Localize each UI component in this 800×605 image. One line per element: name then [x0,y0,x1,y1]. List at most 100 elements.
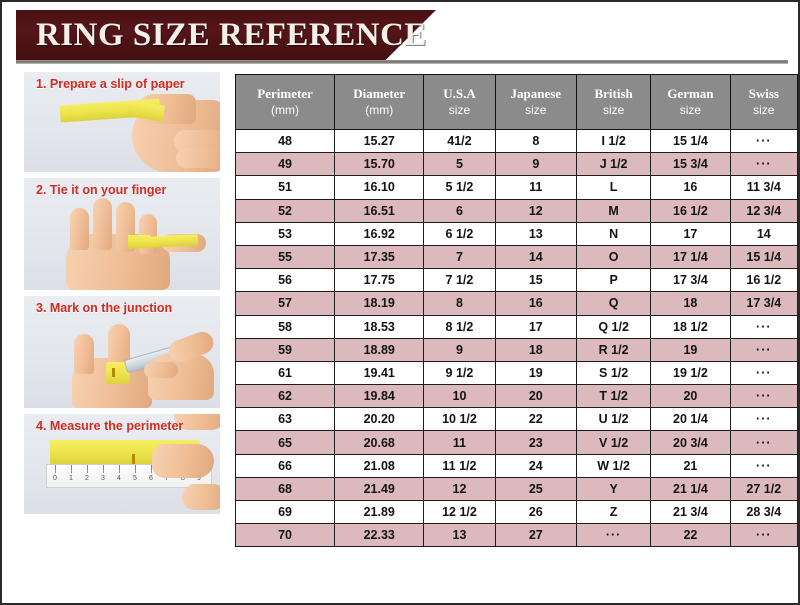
cell-german: 15 3/4 [650,152,731,177]
column-header-name: Perimeter [257,86,313,102]
cell-usa: 7 [423,244,496,270]
cell-diameter: 16.51 [334,198,425,223]
cell-perimeter: 49 [234,152,336,177]
table-row: 55 17.35 7 14 O 17 1/4 15 1/4 [234,244,798,270]
cell-usa: 5 [423,152,496,177]
cell-japanese: 15 [494,268,577,293]
column-header-unit: size [679,102,702,117]
cell-german: 18 1/2 [650,314,731,339]
cell-british: S 1/2 [575,360,652,386]
instruction-step-4: 4. Measure the perimeter 0 [24,414,220,514]
cell-swiss: ··· [729,360,798,386]
cell-british: L [575,175,652,200]
step-4-photo: 0 1 2 3 4 5 6 7 8 9 [24,414,220,514]
cell-diameter: 20.68 [334,430,425,455]
cell-diameter: 15.27 [334,128,425,154]
cell-swiss: ··· [729,523,798,548]
column-header-british: British size [575,74,652,130]
cell-british: Q [575,291,652,316]
table-row: 66 21.08 11 1/2 24 W 1/2 21 ··· [234,453,798,478]
ruler-number: 5 [133,475,137,482]
table-row: 57 18.19 8 16 Q 18 17 3/4 [234,291,798,316]
cell-perimeter: 58 [234,314,336,339]
column-header-perimeter: Perimeter (mm) [234,74,336,130]
cell-swiss: 17 3/4 [729,291,798,316]
table-row: 61 19.41 9 1/2 19 S 1/2 19 1/2 ··· [234,360,798,386]
cell-swiss: ··· [729,314,798,339]
cell-japanese: 17 [494,314,577,339]
cell-diameter: 19.41 [334,360,425,386]
cell-british: N [575,221,652,246]
cell-usa: 10 [423,384,496,409]
cell-perimeter: 68 [234,476,336,502]
cell-usa: 8 1/2 [423,314,496,339]
column-header-diameter: Diameter (mm) [334,74,425,130]
cell-japanese: 19 [494,360,577,386]
ruler-number: 8 [181,475,185,482]
cell-swiss: ··· [729,128,798,154]
cell-swiss: 28 3/4 [729,499,798,525]
table-row: 53 16.92 6 1/2 13 N 17 14 [234,221,798,246]
ruler-number: 6 [149,475,153,482]
cell-usa: 9 [423,337,496,362]
table-row: 58 18.53 8 1/2 17 Q 1/2 18 1/2 ··· [234,314,798,339]
cell-perimeter: 56 [234,268,336,293]
ring-size-table: Perimeter (mm) Diameter (mm) U.S.A size … [234,74,798,548]
cell-perimeter: 51 [234,175,336,200]
cell-diameter: 18.53 [334,314,425,339]
cell-diameter: 16.92 [334,221,425,246]
cell-usa: 11 [423,430,496,455]
table-row: 49 15.70 5 9 J 1/2 15 3/4 ··· [234,152,798,177]
instruction-step-2: 2. Tie it on your finger [24,178,220,290]
cell-diameter: 17.35 [334,244,425,270]
column-header-swiss: Swiss size [729,74,798,130]
column-header-name: U.S.A [443,86,476,102]
cell-german: 17 [650,221,731,246]
cell-british: R 1/2 [575,337,652,362]
cell-perimeter: 48 [234,128,336,154]
column-header-usa: U.S.A size [423,74,496,130]
cell-swiss: ··· [729,453,798,478]
cell-perimeter: 70 [234,523,336,548]
cell-usa: 5 1/2 [423,175,496,200]
ruler-number: 2 [85,475,89,482]
cell-german: 21 3/4 [650,499,731,525]
cell-swiss: ··· [729,152,798,177]
cell-diameter: 18.89 [334,337,425,362]
cell-british: Z [575,499,652,525]
cell-diameter: 19.84 [334,384,425,409]
cell-swiss: ··· [729,337,798,362]
cell-german: 16 [650,175,731,200]
cell-japanese: 22 [494,407,577,432]
header-banner: RING SIZE REFERENCE [2,10,798,64]
step-1-photo [24,72,220,172]
column-header-name: Swiss [748,86,779,102]
cell-german: 20 [650,384,731,409]
cell-diameter: 22.33 [334,523,425,548]
cell-japanese: 14 [494,244,577,270]
cell-british: Y [575,476,652,502]
table-row: 68 21.49 12 25 Y 21 1/4 27 1/2 [234,476,798,502]
cell-diameter: 21.89 [334,499,425,525]
column-header-unit: (mm) [271,102,300,117]
cell-german: 16 1/2 [650,198,731,223]
ruler-number: 0 [53,475,57,482]
column-header-name: German [667,86,714,102]
cell-german: 22 [650,523,731,548]
cell-swiss: ··· [729,384,798,409]
cell-usa: 8 [423,291,496,316]
cell-japanese: 27 [494,523,577,548]
cell-usa: 9 1/2 [423,360,496,386]
table-row: 65 20.68 11 23 V 1/2 20 3/4 ··· [234,430,798,455]
cell-diameter: 18.19 [334,291,425,316]
cell-british: W 1/2 [575,453,652,478]
cell-perimeter: 57 [234,291,336,316]
column-header-unit: (mm) [365,102,394,117]
cell-japanese: 18 [494,337,577,362]
cell-british: U 1/2 [575,407,652,432]
ruler-number: 3 [101,475,105,482]
column-header-unit: size [525,102,547,117]
cell-british: M [575,198,652,223]
cell-german: 19 [650,337,731,362]
